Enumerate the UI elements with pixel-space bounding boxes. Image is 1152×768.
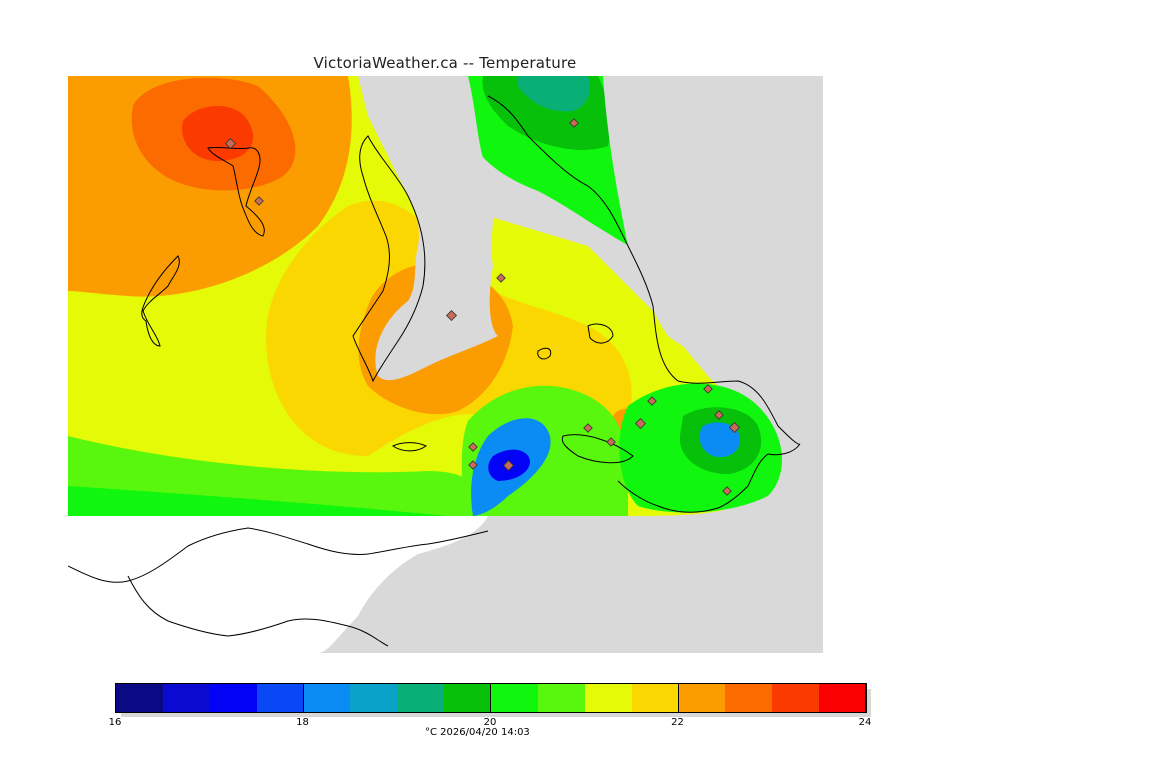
legend-tick-mark: [677, 683, 679, 713]
coastline-islet-4: [561, 434, 634, 464]
station-marker: [634, 417, 647, 430]
station-marker: [224, 137, 237, 150]
legend-tick-label: 24: [858, 717, 872, 728]
field-max-nw: [182, 106, 254, 161]
legend-swatch: [209, 684, 257, 712]
legend-swatch: [162, 684, 210, 712]
weather-stations: [224, 118, 741, 496]
coastline-south-shore: [68, 527, 489, 583]
station-marker: [606, 437, 616, 447]
legend-tick-label: 20: [483, 717, 497, 728]
coastline-east-shore: [487, 95, 801, 513]
legend-swatch: [397, 684, 445, 712]
legend-tick-label: 22: [671, 717, 684, 728]
legend-swatch: [303, 684, 351, 712]
legend-swatch: [631, 684, 679, 712]
field-colder-ne: [518, 76, 590, 112]
legend-swatch: [350, 684, 398, 712]
legend-swatch: [537, 684, 585, 712]
field-colder-se: [699, 422, 741, 458]
legend-swatch: [444, 684, 491, 712]
legend-tick-mark: [490, 683, 491, 713]
legend-tick-mark: [865, 683, 866, 713]
station-marker: [502, 459, 515, 472]
legend-tick-mark: [115, 683, 116, 713]
station-marker: [254, 196, 264, 206]
legend-swatch: [772, 684, 820, 712]
legend-tick-mark: [302, 683, 304, 713]
water-east: [488, 76, 823, 653]
station-marker: [496, 273, 506, 283]
legend-swatch: [256, 684, 304, 712]
legend-tick-label: 18: [296, 717, 309, 728]
map-title: VictoriaWeather.ca -- Temperature: [313, 54, 577, 72]
coastline-islet-2: [587, 323, 614, 344]
legend-swatch: [725, 684, 773, 712]
legend-swatch: [678, 684, 726, 712]
water-overlays: [358, 76, 823, 653]
color-scale-legend: 16 18 20 22 24 °C 2026/04/20 14:03: [109, 683, 875, 738]
coastline-island-south: [127, 575, 389, 647]
station-marker: [714, 410, 724, 420]
station-marker: [569, 118, 579, 128]
station-marker: [468, 442, 478, 452]
station-marker: [722, 486, 732, 496]
temperature-map: [68, 76, 823, 653]
legend-swatch: [116, 684, 163, 712]
water-north-gap: [358, 76, 498, 381]
legend-swatch: [491, 684, 538, 712]
coastline-lake: [141, 255, 180, 347]
legend-swatches: [115, 683, 867, 713]
coastlines: [68, 95, 801, 647]
coastline-peninsula: [352, 135, 426, 383]
station-marker: [703, 384, 713, 394]
station-marker: [583, 423, 593, 433]
legend-tick-label: 16: [108, 717, 122, 728]
field-cooler: [68, 486, 448, 516]
coastline-inlet: [207, 146, 265, 237]
station-marker: [647, 396, 657, 406]
coastline-islet-1: [392, 442, 427, 452]
units-timestamp: °C 2026/04/20 14:03: [425, 727, 530, 738]
legend-swatch: [584, 684, 632, 712]
legend-swatch: [819, 684, 866, 712]
coastline-islet-3: [537, 347, 552, 360]
station-marker: [468, 460, 478, 470]
station-marker: [445, 309, 458, 322]
station-marker: [728, 421, 741, 434]
no-data-region: [68, 516, 488, 653]
